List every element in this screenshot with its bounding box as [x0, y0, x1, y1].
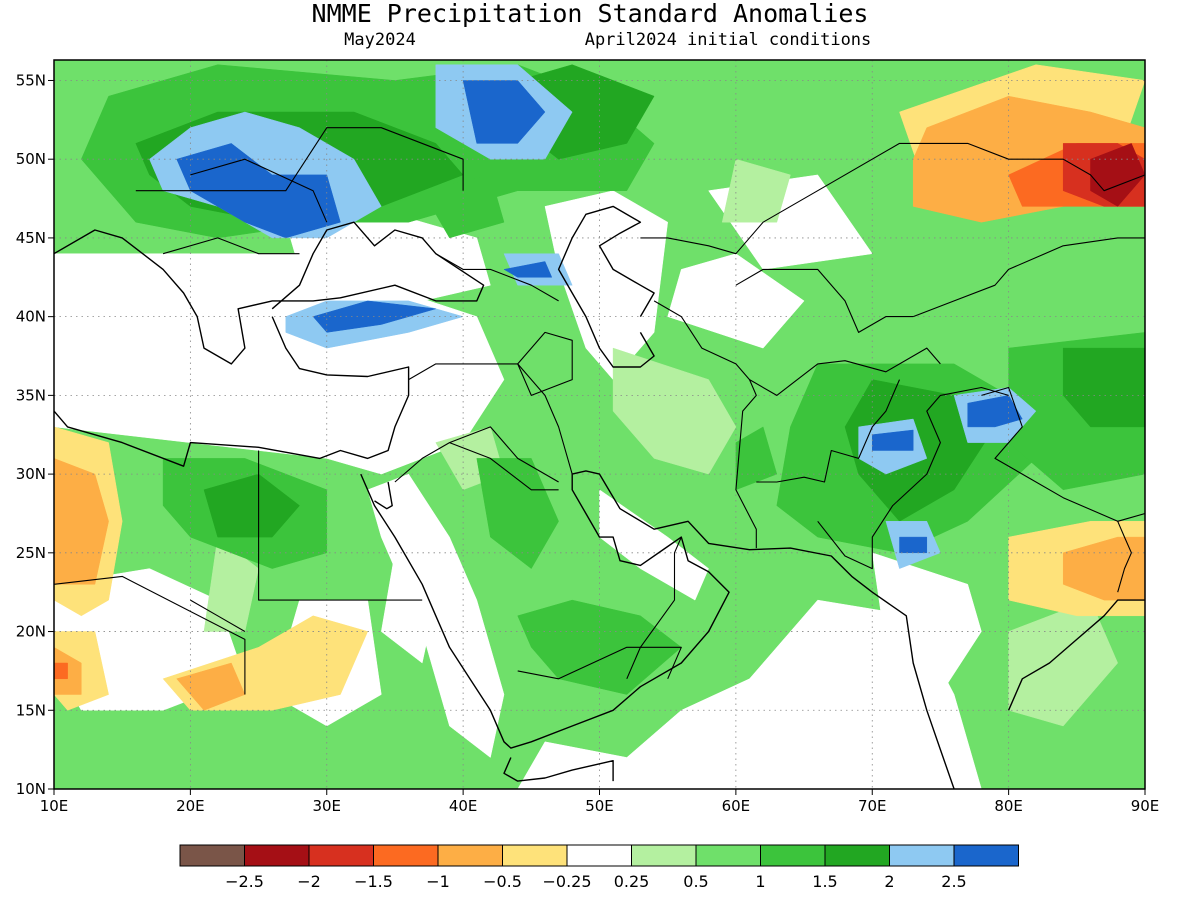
coastlines-and-borders: [54, 127, 1145, 789]
lat-tick-label: 20N: [16, 623, 46, 641]
anomaly-region: [517, 599, 682, 695]
anomaly-region: [1062, 347, 1145, 428]
legend-swatch: [308, 844, 374, 867]
lat-tick-label: 25N: [16, 544, 46, 562]
country-border: [190, 158, 328, 223]
map-subtitle-period: May2024: [344, 30, 416, 50]
country-border: [626, 536, 682, 680]
lon-tick-label: 20E: [176, 797, 205, 815]
lon-tick-label: 80E: [994, 797, 1023, 815]
legend-swatch: [889, 844, 955, 867]
anomaly-region: [462, 80, 546, 144]
anomaly-region: [421, 174, 505, 239]
lon-tick-label: 30E: [312, 797, 341, 815]
legend-swatch: [244, 844, 310, 867]
coastline: [557, 205, 655, 368]
legend-swatch: [373, 844, 439, 867]
anomaly-region: [517, 599, 982, 789]
legend-label: −2.5: [225, 872, 264, 891]
lon-tick-label: 10E: [40, 797, 69, 815]
color-legend: −2.5 −2 −1.5 −1 −0.5 −0.25 0.25 0.5 1 1.5 2 2.5: [179, 844, 1019, 891]
legend-label: −0.5: [483, 872, 522, 891]
anomaly-region: [872, 552, 982, 695]
coastline: [54, 221, 485, 365]
anomaly-region: [503, 261, 553, 278]
country-border: [756, 379, 901, 483]
latitude-axis: 55N 50N 45N 40N 35N 30N 25N 20N 15N 10N: [16, 71, 54, 798]
legend-label: 1: [755, 872, 765, 891]
country-border: [162, 237, 300, 255]
country-border: [735, 268, 914, 333]
lat-tick-label: 30N: [16, 465, 46, 483]
legend-swatch: [437, 844, 503, 867]
legend-swatch: [502, 844, 568, 867]
lon-tick-label: 60E: [722, 797, 751, 815]
anomaly-region: [54, 662, 68, 680]
lon-tick-label: 50E: [585, 797, 614, 815]
coastline: [54, 316, 410, 467]
map-title: NMME Precipitation Standard Anomalies: [312, 0, 869, 28]
legend-label: −0.25: [542, 872, 591, 891]
legend-label: −1: [426, 872, 450, 891]
country-border: [640, 142, 1145, 255]
lat-tick-label: 55N: [16, 71, 46, 89]
country-border: [653, 300, 757, 549]
country-border: [981, 386, 1145, 522]
country-border: [913, 237, 1145, 318]
country-border: [517, 646, 682, 680]
lat-tick-label: 50N: [16, 150, 46, 168]
longitude-axis: 10E 20E 30E 40E 50E 60E 70E 80E 90E: [40, 789, 1160, 815]
lon-tick-label: 70E: [858, 797, 887, 815]
country-border: [394, 442, 559, 491]
legend-swatch: [953, 844, 1019, 867]
lat-tick-label: 40N: [16, 308, 46, 326]
coastline: [1007, 599, 1145, 711]
anomaly-region: [54, 458, 109, 585]
anomaly-region: [735, 426, 778, 491]
country-border: [1117, 521, 1132, 593]
anomaly-region: [203, 473, 300, 538]
coastline: [360, 470, 955, 789]
legend-label: 2: [884, 872, 894, 891]
legend-label: −2: [297, 872, 321, 891]
coastline: [503, 757, 614, 782]
lat-tick-label: 10N: [16, 780, 46, 798]
anomaly-region: [667, 253, 805, 349]
anomaly-region: [967, 395, 1023, 428]
country-border: [435, 253, 559, 302]
lat-tick-label: 35N: [16, 386, 46, 404]
lat-tick-label: 15N: [16, 701, 46, 719]
country-border: [258, 450, 423, 601]
country-border: [449, 426, 559, 483]
legend-swatch: [695, 844, 761, 867]
country-border: [749, 347, 941, 396]
legend-label: 1.5: [812, 872, 837, 891]
coastline: [374, 481, 393, 510]
legend-label: 0.5: [683, 872, 708, 891]
legend-swatch: [760, 844, 826, 867]
plot-area: [54, 60, 1145, 789]
country-border: [517, 331, 573, 396]
anomaly-region: [476, 458, 559, 569]
legend-swatch: [824, 844, 890, 867]
lon-tick-label: 90E: [1131, 797, 1160, 815]
country-border: [817, 386, 1009, 570]
legend-label: −1.5: [354, 872, 393, 891]
legend-label: 0.25: [614, 872, 650, 891]
anomaly-region: [899, 536, 928, 554]
country-border: [54, 575, 246, 695]
country-border: [190, 599, 246, 632]
legend-label: 2.5: [941, 872, 966, 891]
legend-swatch: [566, 844, 632, 867]
anomaly-region: [721, 158, 791, 223]
lat-tick-label: 45N: [16, 229, 46, 247]
lon-tick-label: 40E: [449, 797, 478, 815]
map-subtitle-init: April2024 initial conditions: [585, 30, 872, 50]
country-border: [135, 127, 464, 192]
legend-swatch: [179, 844, 245, 867]
legend-swatch: [631, 844, 697, 867]
